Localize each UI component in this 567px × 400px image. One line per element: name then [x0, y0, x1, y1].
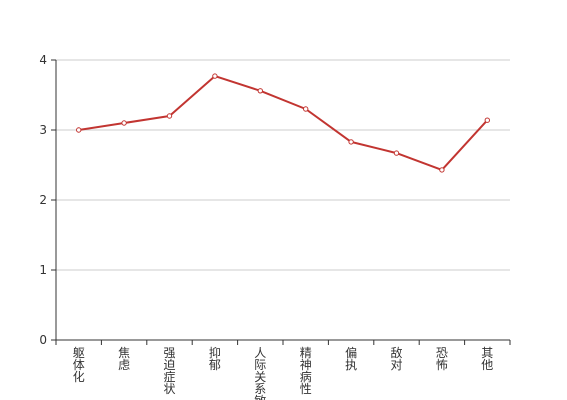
- y-tick-label: 4: [39, 53, 47, 67]
- data-point: [76, 127, 82, 133]
- data-point: [348, 139, 354, 145]
- y-tick-label: 1: [39, 263, 47, 277]
- x-tick-label: 其他: [481, 346, 493, 372]
- y-tick-label: 0: [39, 333, 47, 347]
- data-point: [303, 106, 309, 112]
- x-tick-label: 抑郁: [209, 345, 221, 372]
- data-point: [257, 88, 263, 94]
- x-tick-label: 强迫症状: [163, 346, 175, 396]
- data-point: [393, 150, 400, 156]
- data-point: [121, 120, 127, 126]
- data-point: [439, 167, 445, 173]
- x-tick-label: 敌对: [390, 345, 402, 372]
- data-point: [212, 73, 218, 79]
- y-tick-label: 2: [39, 193, 47, 207]
- grid-layer: [56, 59, 510, 271]
- data-point: [484, 117, 490, 123]
- label-layer: 0 1 2 3 4 躯体化 焦虑 强迫症状 抑郁 人际关系敏感 精神病性 偏执 敌对 恐怖 其他: [39, 53, 493, 400]
- y-tick-label: 3: [39, 123, 47, 137]
- x-tick-label: 恐怖: [436, 346, 448, 372]
- x-tick-label: 躯体化: [73, 345, 85, 384]
- x-tick-label: 偏执: [345, 345, 357, 372]
- x-tick-label: 焦虑: [118, 346, 130, 372]
- x-tick-label: 人际关系敏感: [254, 346, 266, 400]
- series-line: [78, 75, 489, 171]
- x-tick-label: 精神病性: [300, 346, 312, 396]
- series-layer: [76, 73, 490, 173]
- data-point: [166, 113, 173, 119]
- axis-layer: [51, 59, 511, 345]
